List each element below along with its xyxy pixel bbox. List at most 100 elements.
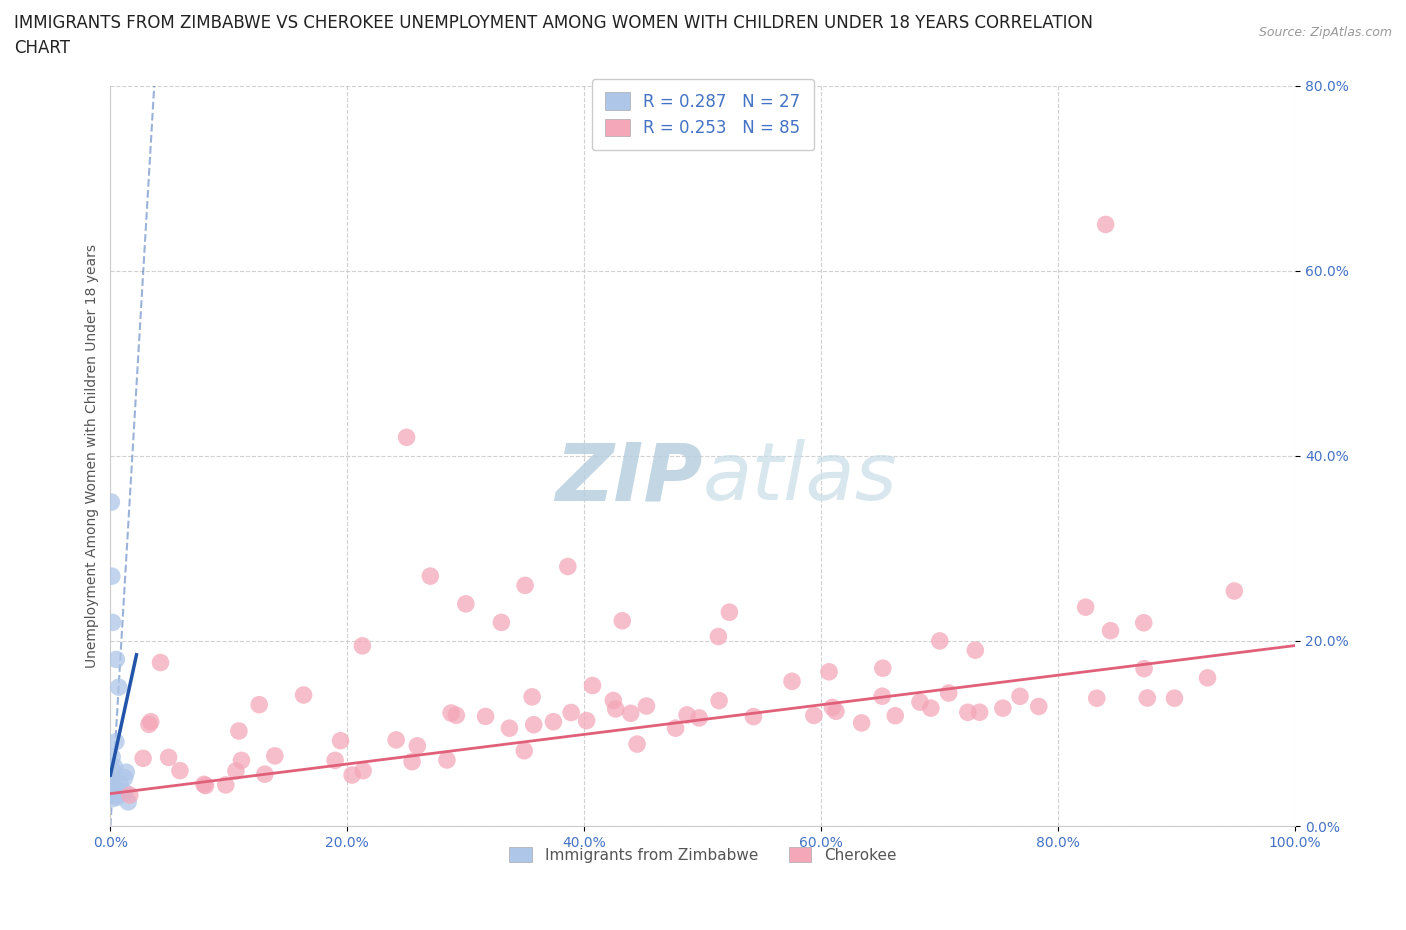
Point [115, 764, 138, 779]
Point [132, 751, 155, 765]
Point [419, 568, 441, 583]
Point [1163, 691, 1185, 706]
Point [1094, 217, 1116, 232]
Point [107, 680, 129, 695]
Point [991, 700, 1014, 715]
Point [263, 749, 285, 764]
Point [1223, 583, 1246, 598]
Point [523, 717, 546, 732]
Point [872, 660, 894, 675]
Point [103, 783, 125, 798]
Point [292, 687, 315, 702]
Point [114, 770, 136, 785]
Point [138, 717, 160, 732]
Point [707, 693, 730, 708]
Text: CHART: CHART [14, 39, 70, 57]
Point [718, 604, 741, 619]
Point [1197, 671, 1219, 685]
Point [825, 704, 848, 719]
Point [101, 750, 124, 764]
Point [707, 629, 730, 644]
Point [225, 764, 247, 778]
Point [928, 633, 950, 648]
Point [620, 706, 643, 721]
Point [101, 763, 124, 777]
Point [108, 777, 131, 791]
Point [557, 559, 579, 574]
Point [605, 701, 627, 716]
Point [247, 698, 270, 712]
Point [1028, 699, 1050, 714]
Point [454, 596, 477, 611]
Point [742, 710, 765, 724]
Point [231, 753, 253, 768]
Point [352, 764, 374, 778]
Point [636, 698, 658, 713]
Point [104, 735, 127, 750]
Point [965, 643, 987, 658]
Point [352, 638, 374, 653]
Legend: Immigrants from Zimbabwe, Cherokee: Immigrants from Zimbabwe, Cherokee [502, 839, 904, 870]
Point [104, 787, 127, 802]
Point [329, 733, 352, 748]
Point [104, 785, 127, 800]
Point [340, 767, 363, 782]
Point [169, 764, 191, 778]
Point [851, 715, 873, 730]
Point [117, 794, 139, 809]
Point [101, 568, 124, 583]
Point [626, 737, 648, 751]
Point [215, 777, 238, 792]
Point [513, 743, 536, 758]
Point [1008, 689, 1031, 704]
Point [103, 791, 125, 806]
Point [665, 721, 688, 736]
Point [100, 783, 122, 798]
Point [100, 785, 122, 800]
Point [139, 714, 162, 729]
Point [560, 705, 582, 720]
Text: Source: ZipAtlas.com: Source: ZipAtlas.com [1258, 26, 1392, 39]
Point [323, 753, 346, 768]
Point [543, 714, 565, 729]
Y-axis label: Unemployment Among Women with Children Under 18 years: Unemployment Among Women with Children U… [86, 244, 100, 668]
Point [395, 430, 418, 445]
Point [1085, 691, 1108, 706]
Point [474, 709, 496, 724]
Point [406, 738, 429, 753]
Point [938, 685, 960, 700]
Point [118, 788, 141, 803]
Point [956, 705, 979, 720]
Point [440, 706, 463, 721]
Point [884, 709, 907, 724]
Point [1099, 623, 1122, 638]
Point [194, 778, 217, 793]
Point [193, 777, 215, 791]
Point [780, 674, 803, 689]
Point [870, 689, 893, 704]
Point [401, 754, 423, 769]
Point [969, 705, 991, 720]
Point [818, 664, 841, 679]
Point [103, 782, 125, 797]
Point [100, 788, 122, 803]
Point [149, 655, 172, 670]
Text: ZIP: ZIP [555, 439, 703, 517]
Point [157, 750, 180, 764]
Point [103, 760, 125, 775]
Point [688, 711, 710, 725]
Point [253, 766, 276, 781]
Point [498, 721, 520, 736]
Point [491, 615, 513, 630]
Point [1132, 616, 1154, 631]
Point [105, 790, 128, 804]
Point [803, 708, 825, 723]
Point [602, 693, 624, 708]
Point [1133, 661, 1156, 676]
Point [821, 700, 844, 715]
Point [920, 700, 942, 715]
Point [513, 578, 536, 592]
Text: IMMIGRANTS FROM ZIMBABWE VS CHEROKEE UNEMPLOYMENT AMONG WOMEN WITH CHILDREN UNDE: IMMIGRANTS FROM ZIMBABWE VS CHEROKEE UNE… [14, 14, 1092, 32]
Point [575, 713, 598, 728]
Point [436, 752, 458, 767]
